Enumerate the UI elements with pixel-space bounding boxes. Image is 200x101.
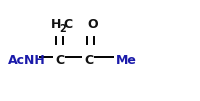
Text: Me: Me	[115, 54, 136, 67]
Text: AcNH: AcNH	[8, 54, 46, 67]
Text: O: O	[87, 18, 98, 31]
Text: C: C	[84, 54, 93, 67]
Text: H: H	[51, 18, 61, 31]
Text: C: C	[55, 54, 64, 67]
Text: C: C	[63, 18, 72, 31]
Text: 2: 2	[59, 24, 66, 34]
